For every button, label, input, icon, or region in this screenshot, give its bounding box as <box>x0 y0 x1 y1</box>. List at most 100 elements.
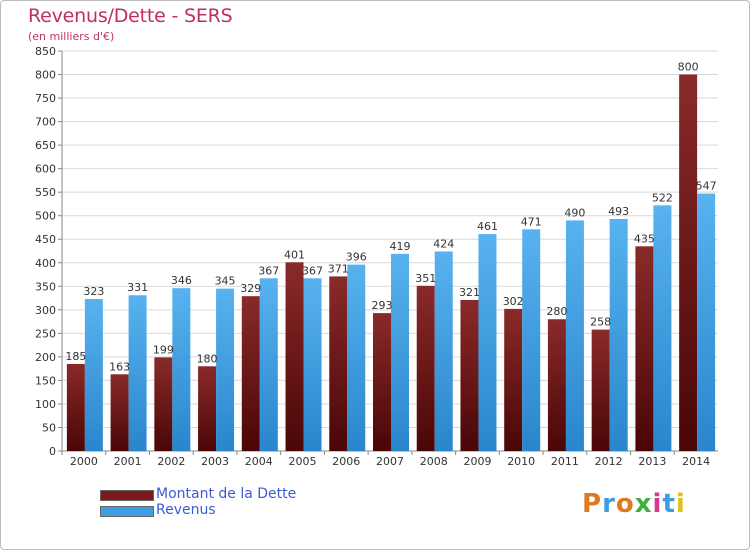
y-tick-label: 50 <box>42 421 56 434</box>
legend-label-revenue: Revenus <box>156 502 216 518</box>
debt-value-label: 293 <box>372 299 393 312</box>
debt-value-label: 351 <box>415 272 436 285</box>
y-tick-label: 650 <box>35 139 56 152</box>
x-tick-label: 2009 <box>463 455 491 468</box>
logo-letter: x <box>634 489 653 519</box>
y-tick-label: 350 <box>35 280 56 293</box>
revenue-value-label: 323 <box>83 285 104 298</box>
x-tick-label: 2012 <box>595 455 623 468</box>
revenue-value-label: 493 <box>608 205 629 218</box>
debt-value-label: 321 <box>459 286 480 299</box>
revenue-bar <box>84 299 103 451</box>
debt-value-label: 258 <box>590 316 611 329</box>
debt-value-label: 185 <box>65 350 86 363</box>
debt-value-label: 329 <box>240 282 261 295</box>
x-tick-label: 2014 <box>682 455 710 468</box>
debt-value-label: 302 <box>503 295 524 308</box>
x-tick-label: 2013 <box>638 455 666 468</box>
x-tick-label: 2007 <box>376 455 404 468</box>
x-tick-label: 2000 <box>70 455 98 468</box>
debt-bar <box>329 276 348 451</box>
x-tick-label: 2011 <box>551 455 579 468</box>
x-tick-label: 2010 <box>507 455 535 468</box>
debt-bar <box>154 357 173 451</box>
revenue-bar <box>391 253 409 451</box>
revenue-value-label: 471 <box>521 215 542 228</box>
revenue-bar <box>128 295 147 451</box>
debt-bar <box>66 363 85 451</box>
debt-bar <box>504 308 523 451</box>
x-tick-label: 2002 <box>157 455 185 468</box>
revenue-value-label: 367 <box>258 264 279 277</box>
x-tick-label: 2008 <box>420 455 448 468</box>
debt-value-label: 280 <box>546 305 567 318</box>
revenue-bar <box>697 193 716 451</box>
revenue-bar <box>609 219 628 451</box>
chart-title: Revenus/Dette - SERS <box>28 5 233 27</box>
y-tick-label: 850 <box>35 45 56 58</box>
revenue-bar <box>653 205 672 451</box>
y-tick-label: 150 <box>35 374 56 387</box>
revenue-value-label: 396 <box>346 251 367 264</box>
y-tick-label: 500 <box>35 210 56 223</box>
debt-bar <box>460 299 479 451</box>
debt-value-label: 401 <box>284 248 305 261</box>
debt-bar <box>591 329 610 451</box>
y-tick-label: 800 <box>35 69 56 82</box>
x-tick-label: 2006 <box>332 455 360 468</box>
revenue-bar <box>478 234 497 451</box>
logo-letter: i <box>675 489 686 519</box>
debt-value-label: 199 <box>153 343 174 356</box>
x-tick-label: 2003 <box>201 455 229 468</box>
legend-label-debt: Montant de la Dette <box>156 486 297 502</box>
revenue-value-label: 490 <box>564 206 585 219</box>
revenue-value-label: 367 <box>302 264 323 277</box>
debt-bar <box>679 74 698 451</box>
y-tick-label: 250 <box>35 327 56 340</box>
debt-value-label: 435 <box>634 232 655 245</box>
y-tick-label: 750 <box>35 92 56 105</box>
legend-swatch-debt <box>100 490 154 501</box>
debt-value-label: 371 <box>328 262 349 275</box>
y-tick-label: 700 <box>35 116 56 129</box>
debt-value-label: 163 <box>109 360 130 373</box>
logo-letter: P <box>582 489 603 519</box>
x-tick-label: 2004 <box>245 455 273 468</box>
revenue-value-label: 331 <box>127 281 148 294</box>
revenue-value-label: 345 <box>215 275 236 288</box>
revenue-bar <box>434 251 453 451</box>
debt-bar <box>416 285 435 451</box>
y-tick-label: 300 <box>35 304 56 317</box>
revenue-bar <box>216 288 235 451</box>
debt-bar <box>635 246 654 451</box>
revenue-bar <box>303 278 322 451</box>
logo-letter: r <box>602 489 616 519</box>
logo-letter: t <box>662 489 676 519</box>
revenue-value-label: 522 <box>652 191 673 204</box>
legend-swatch-revenue <box>100 506 154 517</box>
revenue-value-label: 419 <box>390 240 411 253</box>
chart-subtitle: (en milliers d'€) <box>28 30 115 43</box>
y-tick-label: 550 <box>35 186 56 199</box>
y-tick-label: 200 <box>35 351 56 364</box>
y-tick-label: 0 <box>49 445 56 458</box>
revenue-value-label: 424 <box>433 237 454 250</box>
debt-bar <box>241 296 260 451</box>
revenue-bar <box>259 278 278 451</box>
logo-letter: i <box>652 489 663 519</box>
y-tick-label: 600 <box>35 163 56 176</box>
revenue-bar <box>347 264 366 451</box>
revenue-bar <box>565 220 584 451</box>
debt-value-label: 180 <box>197 352 218 365</box>
debt-value-label: 800 <box>678 61 699 74</box>
x-tick-label: 2005 <box>289 455 317 468</box>
revenue-bar <box>172 288 191 451</box>
revenue-value-label: 346 <box>171 274 192 287</box>
revenue-bar <box>522 229 541 451</box>
x-tick-label: 2001 <box>114 455 142 468</box>
y-tick-label: 100 <box>35 398 56 411</box>
debt-bar <box>373 313 391 451</box>
debt-bar <box>198 366 217 451</box>
debt-bar <box>110 374 129 451</box>
